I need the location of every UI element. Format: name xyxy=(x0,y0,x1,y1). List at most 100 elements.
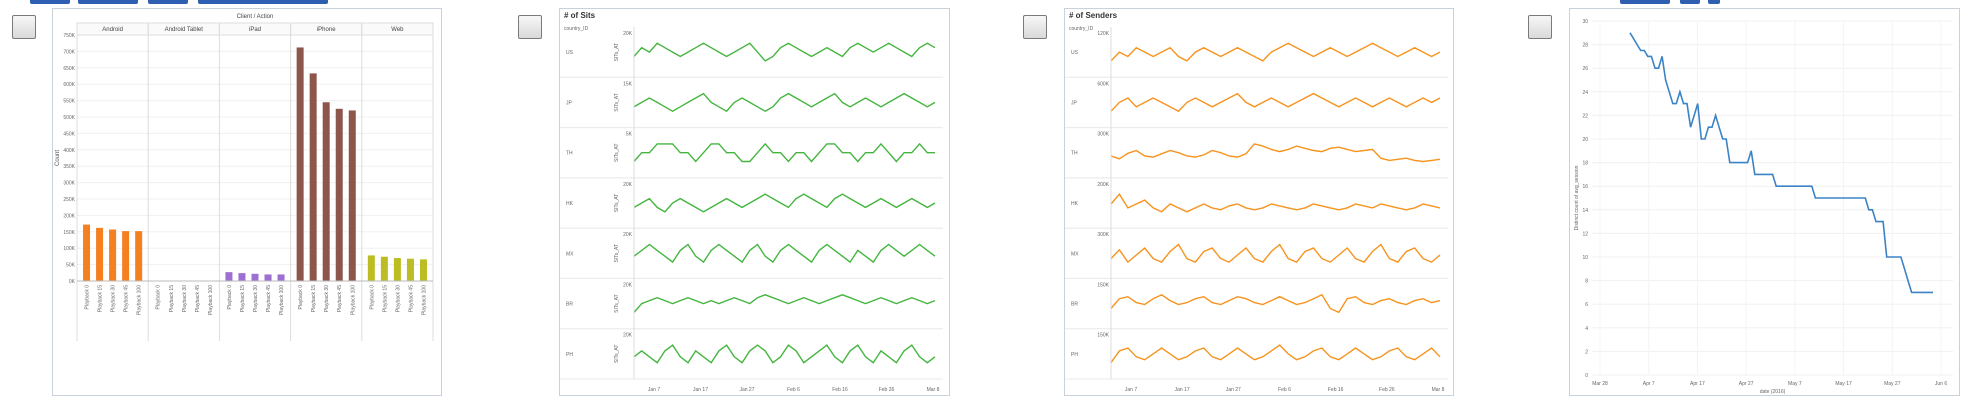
row-axis-label: SITs_AT xyxy=(614,194,620,213)
row-top-tick: 15K xyxy=(623,81,633,87)
row-top-tick: 20K xyxy=(623,31,633,37)
x-tick-label: Playback 45 xyxy=(266,285,272,312)
x-tick-label: Playback 15 xyxy=(98,285,104,312)
row-top-tick: 20K xyxy=(623,182,633,188)
x-tick-label: Playback 100 xyxy=(421,285,427,315)
y-tick-label: 28 xyxy=(1582,43,1588,49)
y-tick-label: 18 xyxy=(1582,161,1588,167)
bar xyxy=(296,47,304,281)
row-header-label: country_ID xyxy=(564,26,589,32)
x-tick-label: Playback 45 xyxy=(195,285,201,312)
y-tick-label: 24 xyxy=(1582,90,1588,96)
y-tick-label: 22 xyxy=(1582,113,1588,119)
x-tick-label: Playback 30 xyxy=(324,285,330,312)
select-thumbnail-2-checkbox[interactable] xyxy=(518,15,542,39)
x-tick-label: Playback 15 xyxy=(311,285,317,312)
row-label: JP xyxy=(566,100,573,106)
panel-header-label: Android xyxy=(102,27,123,33)
chart-title: # of Sits xyxy=(564,11,596,20)
series-line xyxy=(1110,344,1441,364)
select-thumbnail-4-checkbox[interactable] xyxy=(1528,15,1552,39)
x-tick-label: Mar 8 xyxy=(1432,387,1445,393)
y-tick-label: 14 xyxy=(1582,208,1588,214)
thumbnail-card-steps-chart[interactable]: 0 2 4 6 8 10 12 14 16 18 20 22 24 26 28 30 Distinct coun… xyxy=(1569,8,1960,396)
x-tick-label: Jan 17 xyxy=(1175,387,1190,393)
row-label: JP xyxy=(1071,100,1078,106)
x-tick-label: May 7 xyxy=(1788,381,1802,387)
x-tick-label: Playback 30 xyxy=(182,285,188,312)
series-line xyxy=(1110,42,1441,62)
series-line xyxy=(633,344,936,364)
x-tick-label: Mar 8 xyxy=(927,387,940,393)
bar xyxy=(348,110,356,281)
panel-header-label: Web xyxy=(391,27,404,33)
select-thumbnail-1-checkbox[interactable] xyxy=(12,15,36,39)
x-tick-label: Jan 17 xyxy=(693,387,708,393)
x-tick-label: Playback 15 xyxy=(382,285,388,312)
series-line xyxy=(1110,293,1441,314)
chart-title: Client / Action xyxy=(237,14,274,20)
x-tick-label: Playback 0 xyxy=(369,285,375,310)
row-label: PH xyxy=(1071,352,1078,358)
x-tick-label: Playback 0 xyxy=(85,285,91,310)
x-tick-label: Playback 30 xyxy=(111,285,117,312)
bar xyxy=(122,231,130,281)
chart-title: # of Senders xyxy=(1069,11,1118,20)
x-tick-label: Apr 7 xyxy=(1643,381,1655,387)
row-axis-label: SITs_AT xyxy=(614,143,620,162)
row-label: PH xyxy=(566,352,573,358)
x-tick-label: Playback 100 xyxy=(279,285,285,315)
x-tick-label: Playback 0 xyxy=(156,285,162,310)
bar xyxy=(322,102,330,282)
thumbnail-card-bar-chart[interactable]: Client / Action Count 0K 50K 100K 150K 200K 250… xyxy=(52,8,442,396)
x-tick-label: Feb 26 xyxy=(1379,387,1395,393)
clipped-title-fragment xyxy=(30,0,70,4)
clipped-title-fragment xyxy=(198,0,328,4)
select-thumbnail-3-checkbox[interactable] xyxy=(1023,15,1047,39)
x-tick-label: Playback 30 xyxy=(253,285,259,312)
y-tick-label: 6 xyxy=(1585,302,1588,308)
row-label: MX xyxy=(566,251,574,257)
x-tick-label: Feb 6 xyxy=(787,387,800,393)
row-axis-label: SITs_AT xyxy=(614,93,620,112)
x-tick-label: Playback 15 xyxy=(240,285,246,312)
row-top-tick: 5K xyxy=(626,132,633,138)
clipped-title-fragment xyxy=(148,0,188,4)
series-line xyxy=(633,42,936,62)
x-axis-label: date (2016) xyxy=(1760,389,1786,395)
row-label: US xyxy=(1071,50,1079,56)
panel-header-label: iPad xyxy=(249,27,261,33)
x-tick-label: Playback 45 xyxy=(408,285,414,312)
thumbnail-card-sits-chart[interactable]: # of Sits country_ID US SITs_AT 20K JP SITs_AT… xyxy=(559,8,950,396)
y-tick-label: 150K xyxy=(63,230,75,236)
x-tick-label: May 17 xyxy=(1835,381,1852,387)
row-label: MX xyxy=(1071,251,1079,257)
row-label: HK xyxy=(1071,201,1079,207)
y-tick-label: 500K xyxy=(63,115,75,121)
y-tick-label: 4 xyxy=(1585,326,1588,332)
y-tick-label: 650K xyxy=(63,66,75,72)
row-top-tick: 300K xyxy=(1097,132,1109,138)
row-top-tick: 20K xyxy=(623,333,633,339)
row-top-tick: 150K xyxy=(1097,333,1109,339)
series-line xyxy=(633,142,935,163)
series-line xyxy=(1110,143,1441,163)
bar xyxy=(393,258,401,281)
bar-chart-svg: Client / Action Count 0K 50K 100K 150K 200K 250… xyxy=(55,14,434,341)
row-axis-label: SITs_AT xyxy=(614,43,620,62)
row-top-tick: 20K xyxy=(623,282,633,288)
x-tick-label: Playback 45 xyxy=(124,285,130,312)
row-label: TH xyxy=(1071,151,1078,157)
bar xyxy=(419,259,427,281)
y-tick-label: 30 xyxy=(1582,19,1588,25)
bar xyxy=(83,224,91,281)
y-tick-label: 8 xyxy=(1585,279,1588,285)
x-tick-label: Jan 7 xyxy=(648,387,660,393)
y-tick-label: 50K xyxy=(66,263,76,269)
bar xyxy=(96,227,104,281)
bar xyxy=(109,229,117,281)
series-line xyxy=(633,92,936,113)
thumbnail-card-senders-chart[interactable]: # of Senders country_ID US 120K JP 600K TH 300K… xyxy=(1064,8,1454,396)
